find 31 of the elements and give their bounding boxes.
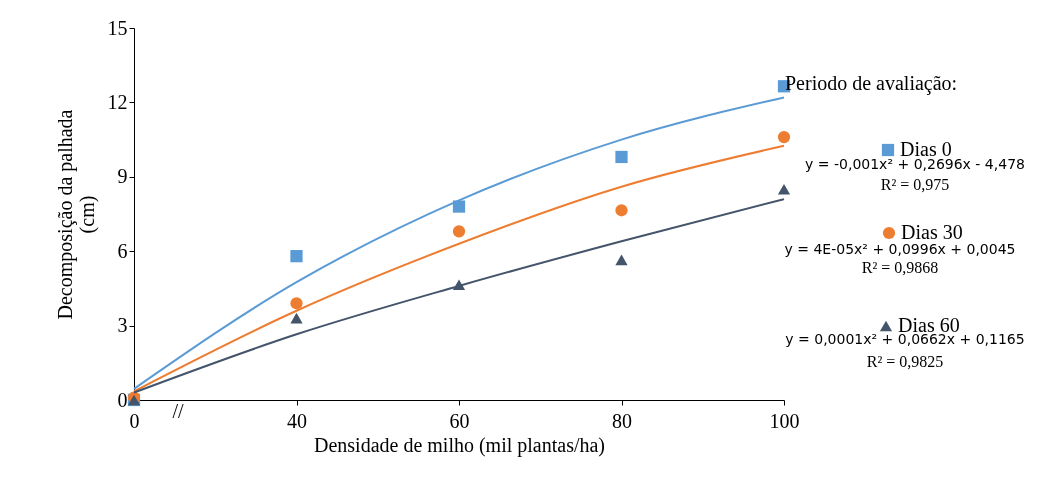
- y-tick-label: 12: [107, 90, 128, 113]
- line-series: [133, 96, 785, 390]
- y-tick-label: 15: [107, 16, 128, 39]
- text: R² = 0,975: [880, 176, 950, 193]
- x-tick-label: 100: [769, 409, 800, 432]
- annotation: //: [172, 400, 184, 422]
- point: [452, 225, 466, 238]
- text: R² = 0,9868: [861, 259, 939, 276]
- point: [290, 297, 303, 310]
- point: [615, 150, 628, 164]
- legend-label: Dias 30: [901, 221, 963, 243]
- point: [615, 204, 628, 217]
- point: [290, 312, 303, 324]
- y-tick-label: 3: [117, 314, 128, 337]
- y-tick-label: 9: [117, 165, 128, 188]
- y-tick-label: 0: [117, 388, 128, 411]
- text: R² = 0,9825: [866, 353, 944, 370]
- x-axis-title: Densidade de milho (mil plantas/ha): [313, 433, 606, 457]
- text: y = 4E-05x² + 0,0996x + 0,0045: [784, 241, 1016, 257]
- y-tick-label: 6: [117, 239, 128, 262]
- x-tick-label: 40: [287, 409, 307, 432]
- point: [777, 183, 791, 195]
- point: [615, 254, 628, 266]
- y-axis-title: Decomposição da palhada (cm): [53, 109, 99, 320]
- text: y = 0,0001x² + 0,0662x + 0,1165: [785, 331, 1025, 347]
- point: [452, 200, 466, 213]
- x-tick-label: 60: [449, 409, 470, 432]
- point: [290, 250, 303, 263]
- point: [777, 131, 791, 144]
- x-tick-label: 80: [612, 409, 632, 432]
- legend-title: Periodo de avaliação:: [785, 72, 958, 95]
